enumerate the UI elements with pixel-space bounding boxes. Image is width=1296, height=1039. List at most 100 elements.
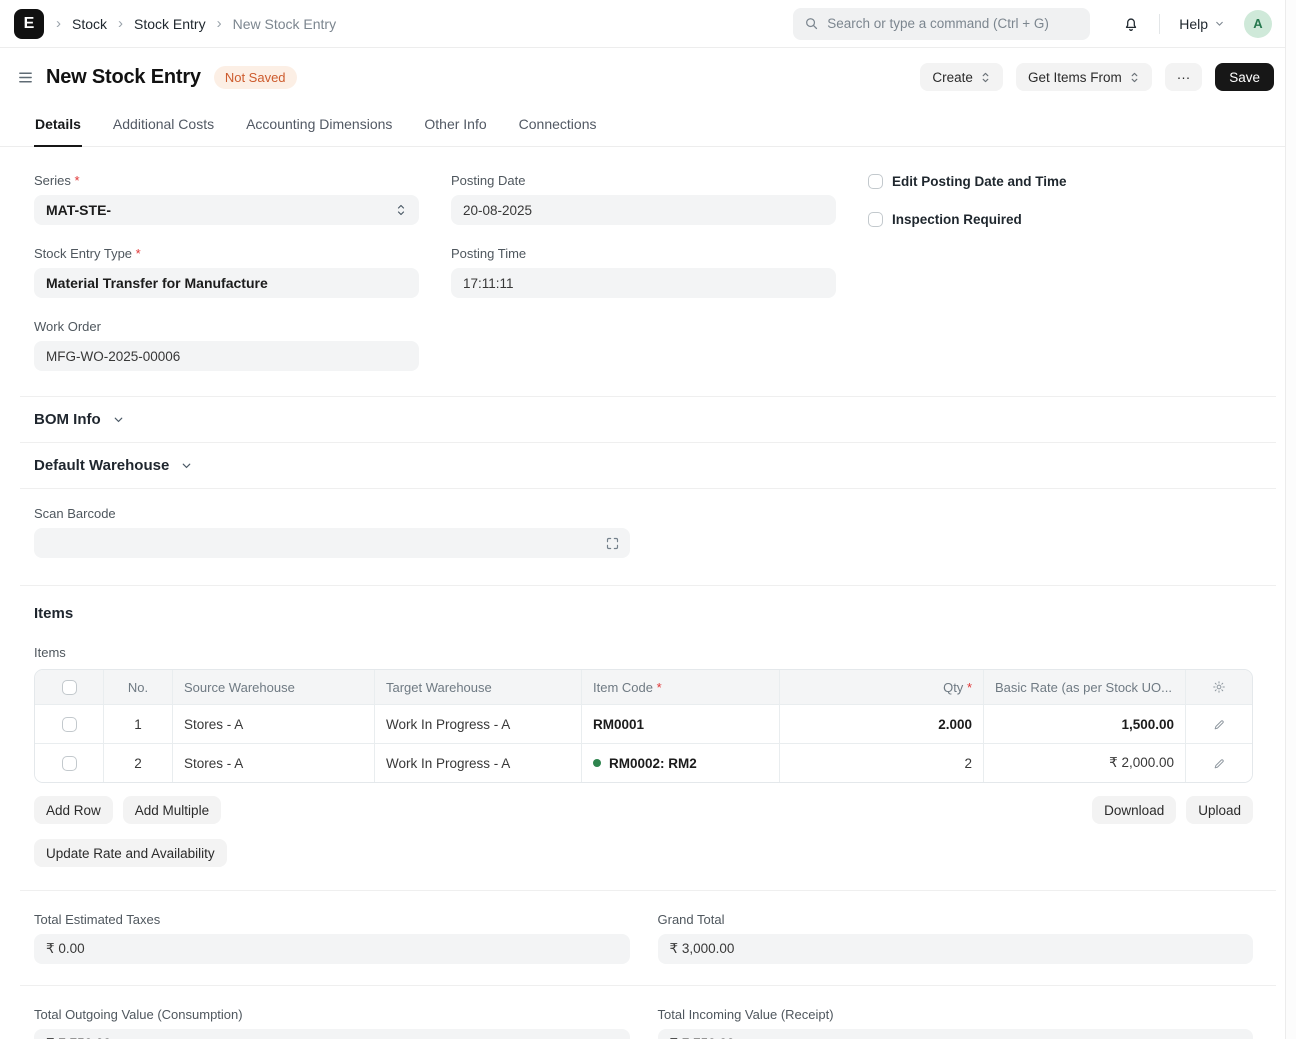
edit-row-button[interactable]: [1213, 718, 1226, 731]
cell-row-number[interactable]: 1: [103, 705, 172, 743]
items-field-label: Items: [34, 645, 66, 660]
download-button[interactable]: Download: [1092, 796, 1177, 824]
total-outgoing-label: Total Outgoing Value (Consumption): [34, 1007, 243, 1022]
column-header-target-warehouse: Target Warehouse: [374, 670, 581, 704]
edit-posting-datetime-checkbox-row: Edit Posting Date and Time: [868, 174, 1253, 189]
row-checkbox[interactable]: [61, 716, 77, 732]
row-checkbox[interactable]: [61, 755, 77, 771]
get-items-from-label: Get Items From: [1027, 69, 1122, 85]
create-button[interactable]: Create: [920, 63, 1003, 91]
items-table-actions: Add Row Add Multiple Download Upload: [0, 783, 1296, 824]
breadcrumb-item-stock-entry[interactable]: Stock Entry: [134, 15, 206, 32]
breadcrumb: › Stock › Stock Entry › New Stock Entry: [56, 15, 336, 32]
section-divider: [20, 985, 1276, 986]
cell-target-warehouse[interactable]: Work In Progress - A: [374, 744, 581, 782]
bom-info-section-toggle[interactable]: BOM Info: [0, 397, 1296, 442]
item-code-text: RM0002: RM2: [609, 755, 697, 771]
chevron-updown-icon: [395, 203, 407, 217]
save-button[interactable]: Save: [1215, 63, 1274, 91]
required-asterisk: *: [966, 679, 972, 695]
total-outgoing-value: ₹ 7,750.00: [34, 1029, 630, 1039]
grand-total-field: Grand Total ₹ 3,000.00: [657, 912, 1253, 964]
search-input[interactable]: [827, 16, 1080, 31]
stock-entry-type-label: Stock Entry Type *: [34, 246, 141, 261]
navbar-divider: [1159, 13, 1161, 34]
posting-time-value: 17:11:11: [463, 275, 514, 291]
tab-additional-costs[interactable]: Additional Costs: [112, 116, 215, 132]
scan-barcode-input[interactable]: [46, 535, 605, 551]
add-multiple-button[interactable]: Add Multiple: [122, 796, 222, 824]
cell-item-code[interactable]: RM0002: RM2: [581, 744, 779, 782]
grand-total-label: Grand Total: [657, 912, 725, 927]
table-settings-button[interactable]: [1212, 680, 1226, 694]
chevron-updown-icon: [980, 71, 991, 84]
column-header-qty: Qty *: [779, 670, 983, 704]
cell-item-code[interactable]: RM0001: [581, 705, 779, 743]
page-header: New Stock Entry Not Saved Create Get Ite…: [0, 48, 1296, 91]
cell-row-number[interactable]: 2: [103, 744, 172, 782]
status-badge: Not Saved: [213, 65, 297, 89]
chevron-right-icon: ›: [216, 15, 222, 32]
get-items-from-button[interactable]: Get Items From: [1015, 63, 1152, 91]
posting-time-input[interactable]: 17:11:11: [451, 268, 836, 298]
posting-date-input[interactable]: 20-08-2025: [451, 195, 836, 225]
tab-details[interactable]: Details: [34, 108, 82, 147]
upload-button[interactable]: Upload: [1186, 796, 1253, 824]
help-menu[interactable]: Help: [1179, 16, 1225, 32]
posting-date-label: Posting Date: [451, 173, 526, 188]
avatar[interactable]: A: [1244, 9, 1272, 38]
breadcrumb-item-new-stock-entry[interactable]: New Stock Entry: [232, 15, 337, 32]
cell-target-warehouse[interactable]: Work In Progress - A: [374, 705, 581, 743]
default-warehouse-section-toggle[interactable]: Default Warehouse: [0, 443, 1296, 488]
update-rate-availability-button[interactable]: Update Rate and Availability: [34, 839, 227, 867]
totals-row-2: Total Outgoing Value (Consumption) ₹ 7,7…: [0, 986, 1296, 1039]
edit-posting-datetime-checkbox[interactable]: [868, 174, 883, 189]
posting-date-field: Posting Date 20-08-2025: [451, 173, 836, 225]
table-row: 2 Stores - A Work In Progress - A RM0002…: [35, 743, 1252, 782]
app-logo[interactable]: E: [14, 8, 44, 39]
edit-row-button[interactable]: [1213, 757, 1226, 770]
page-scrollbar[interactable]: [1285, 0, 1296, 1039]
work-order-input[interactable]: MFG-WO-2025-00006: [34, 341, 419, 371]
cell-basic-rate[interactable]: ₹ 2,000.00: [983, 744, 1185, 782]
chevron-right-icon: ›: [118, 15, 124, 32]
cell-qty[interactable]: 2.000: [779, 705, 983, 743]
global-search[interactable]: [793, 7, 1091, 40]
more-options-button[interactable]: ···: [1164, 63, 1203, 91]
create-button-label: Create: [932, 69, 973, 85]
items-table: No. Source Warehouse Target Warehouse It…: [34, 669, 1253, 783]
inspection-required-label: Inspection Required: [892, 212, 1022, 227]
tab-accounting-dimensions[interactable]: Accounting Dimensions: [246, 116, 393, 132]
items-table-header-row: No. Source Warehouse Target Warehouse It…: [35, 670, 1252, 704]
add-row-button[interactable]: Add Row: [34, 796, 113, 824]
work-order-field: Work Order MFG-WO-2025-00006: [34, 319, 419, 371]
total-estimated-taxes-value: ₹ 0.00: [34, 934, 630, 964]
select-all-checkbox[interactable]: [61, 679, 77, 695]
breadcrumb-item-stock[interactable]: Stock: [72, 15, 108, 32]
section-divider: [20, 890, 1276, 891]
inspection-required-checkbox[interactable]: [868, 212, 883, 227]
column-header-basic-rate: Basic Rate (as per Stock UO...: [983, 670, 1185, 704]
cell-basic-rate[interactable]: 1,500.00: [983, 705, 1185, 743]
totals-row-1: Total Estimated Taxes ₹ 0.00 Grand Total…: [0, 891, 1296, 985]
tab-connections[interactable]: Connections: [518, 116, 597, 132]
scan-barcode-label: Scan Barcode: [34, 506, 116, 521]
section-divider: [20, 488, 1276, 489]
cell-source-warehouse[interactable]: Stores - A: [172, 744, 374, 782]
tab-other-info[interactable]: Other Info: [424, 116, 487, 132]
cell-qty[interactable]: 2: [779, 744, 983, 782]
section-divider: [20, 585, 1276, 586]
total-incoming-value: ₹ 7,750.00: [657, 1029, 1253, 1039]
series-select[interactable]: MAT-STE-: [34, 195, 419, 225]
chevron-updown-icon: [1129, 71, 1140, 84]
sidebar-toggle-button[interactable]: [16, 69, 35, 86]
required-asterisk: *: [135, 246, 141, 261]
total-incoming-field: Total Incoming Value (Receipt) ₹ 7,750.0…: [657, 1007, 1253, 1039]
notifications-button[interactable]: [1122, 15, 1140, 33]
chevron-right-icon: ›: [56, 15, 61, 32]
chevron-down-icon: [114, 417, 123, 423]
stock-entry-type-input[interactable]: Material Transfer for Manufacture: [34, 268, 419, 298]
required-asterisk: *: [74, 173, 80, 188]
cell-source-warehouse[interactable]: Stores - A: [172, 705, 374, 743]
page-title: New Stock Entry: [46, 65, 201, 88]
